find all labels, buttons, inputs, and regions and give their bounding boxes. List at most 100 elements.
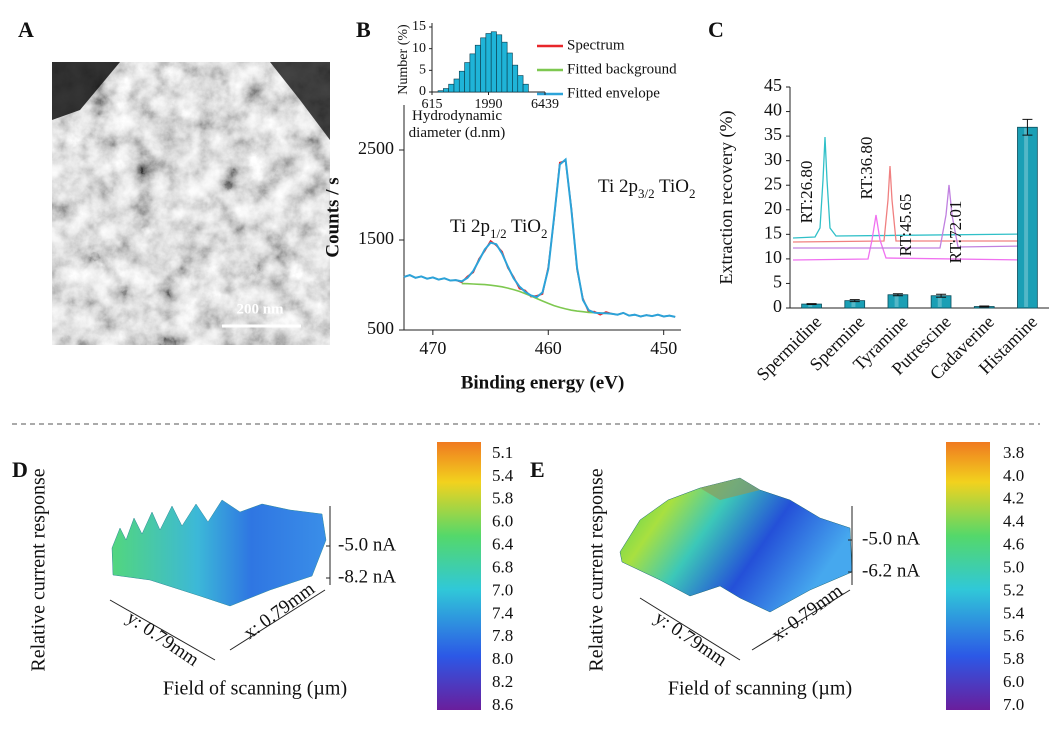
y-axis-label: y: 0.79mm <box>123 607 203 671</box>
colorbar-label: 5.1 <box>492 443 513 462</box>
histogram-bar <box>437 90 444 93</box>
y-tick-label: 20 <box>764 198 782 218</box>
error-bar <box>979 305 990 308</box>
y-tick-label: 1500 <box>358 228 394 248</box>
x-axis <box>751 589 851 651</box>
scale-bar-label: 200 nm <box>236 301 284 317</box>
y-title: Relative current response <box>28 468 50 671</box>
y-tick-label: 0 <box>773 296 782 316</box>
y-tick-label: 30 <box>764 149 782 169</box>
bar-highlight <box>894 295 899 307</box>
y-tick-label: 25 <box>764 173 782 193</box>
inset-y-tick-label: 0 <box>419 84 426 99</box>
colorbar-label: 4.6 <box>1003 535 1024 554</box>
series-line <box>403 157 676 318</box>
x-title: Field of scanning (µm) <box>668 678 852 700</box>
y-title: Relative current response <box>586 468 608 671</box>
annotation-subscript: 1/2 <box>490 226 507 241</box>
inset-x-tick-label: 1990 <box>475 97 503 112</box>
panel-label: C <box>708 17 724 42</box>
histogram-bar <box>512 64 519 93</box>
x-tick-label: 460 <box>535 338 562 358</box>
panel-label: B <box>356 17 371 42</box>
inset-x-tick-label: 6439 <box>531 97 559 112</box>
histogram-bar <box>501 41 508 93</box>
inset-x-title: Hydrodynamic diameter (d.nm) <box>408 108 506 141</box>
histogram-bar <box>469 53 476 93</box>
histogram-bar <box>496 34 503 93</box>
bar-highlight <box>851 301 856 307</box>
y-title: Extraction recovery (%) <box>716 111 737 285</box>
legend-label: Fitted envelope <box>567 85 660 101</box>
inset-y-tick-label: 15 <box>412 19 426 34</box>
y-tick-label: 500 <box>367 318 394 338</box>
colorbar-label: 5.4 <box>492 466 514 485</box>
trace <box>792 136 1028 239</box>
panel-label: D <box>12 457 28 482</box>
y-tick-label: 2500 <box>358 138 394 158</box>
bar-highlight <box>808 305 813 307</box>
histogram-bar <box>443 88 449 93</box>
y-tick-label: 40 <box>764 100 782 120</box>
surface <box>111 499 327 607</box>
colorbar-label: 5.8 <box>492 489 513 508</box>
x-tick-label: 450 <box>650 338 677 358</box>
annotation-text: Ti 2p <box>450 216 490 237</box>
error-bar <box>806 303 817 306</box>
z-tick-label: -8.2 nA <box>338 566 396 587</box>
surface-ridge <box>700 478 760 500</box>
inset-y-title: Number (%) <box>396 24 411 95</box>
error-bar <box>1022 118 1033 136</box>
y-tick-label: 10 <box>764 247 782 267</box>
panel-label: A <box>18 17 34 42</box>
panel-label: E <box>530 457 545 482</box>
histogram-bar <box>474 44 481 93</box>
histogram-bar <box>464 62 471 93</box>
colorbar-label: 4.0 <box>1003 466 1024 485</box>
annotation-text: Ti 2p <box>598 176 638 197</box>
y-tick-label: 45 <box>764 75 782 95</box>
x-title: Binding energy (eV) <box>461 372 625 393</box>
sem-shadow <box>52 62 120 120</box>
annotation: RT:36.80 <box>857 137 876 200</box>
colorbar-label: 6.0 <box>492 512 513 531</box>
colorbar-label: 5.4 <box>1003 603 1025 622</box>
y-axis <box>639 597 741 661</box>
error-bar <box>849 299 860 303</box>
error-bar <box>892 293 903 297</box>
histogram-bar <box>448 83 455 93</box>
histogram-bar <box>458 70 465 93</box>
colorbar-label: 4.2 <box>1003 489 1024 508</box>
z-tick-label: -5.0 nA <box>338 534 396 555</box>
legend-label: Spectrum <box>567 37 625 53</box>
colorbar-label: 4.4 <box>1003 512 1025 531</box>
colorbar <box>437 442 481 710</box>
x-axis <box>229 589 326 651</box>
y-title: Counts / s <box>322 177 343 257</box>
colorbar-label: 6.8 <box>492 557 513 576</box>
colorbar-label: 8.0 <box>492 649 513 668</box>
bar-highlight <box>937 296 942 307</box>
legend-label: Fitted background <box>567 61 677 77</box>
colorbar-label: 7.0 <box>1003 695 1024 714</box>
annotation: Ti 2p1/2 TiO2 <box>450 216 547 241</box>
inset-x-tick-label: 615 <box>422 97 443 112</box>
colorbar <box>946 442 990 710</box>
annotation: RT:72.01 <box>946 201 965 264</box>
trace <box>792 165 1027 243</box>
histogram-bar <box>453 78 460 93</box>
histogram-bar <box>480 37 487 93</box>
colorbar-label: 7.4 <box>492 603 514 622</box>
error-bar <box>936 293 947 298</box>
y-tick-label: 35 <box>764 124 782 144</box>
inset-y-tick-label: 10 <box>412 41 426 56</box>
annotation-subscript: 2 <box>689 186 696 201</box>
colorbar-label: 5.6 <box>1003 626 1024 645</box>
colorbar-label: 7.8 <box>492 626 513 645</box>
annotation-subscript: 2 <box>541 226 548 241</box>
annotation: RT:45.65 <box>896 194 915 257</box>
histogram-bar <box>506 52 513 93</box>
inset-x-title-text: Hydrodynamic diameter (d.nm) <box>408 108 506 141</box>
colorbar-label: 6.4 <box>492 535 514 554</box>
